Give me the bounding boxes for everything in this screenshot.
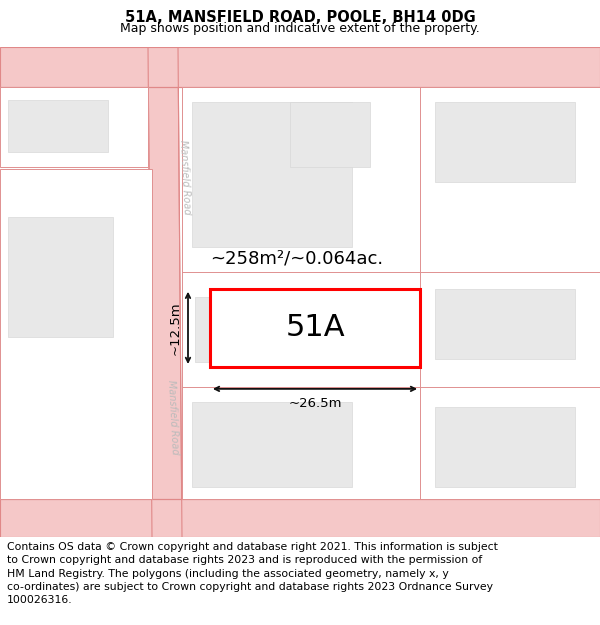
Bar bbox=[435, 407, 575, 487]
Bar bbox=[182, 87, 600, 499]
Text: ~12.5m: ~12.5m bbox=[169, 301, 182, 354]
Bar bbox=[8, 217, 113, 337]
Bar bbox=[435, 289, 575, 359]
Text: 51A: 51A bbox=[285, 313, 345, 342]
Text: 51A, MANSFIELD ROAD, POOLE, BH14 0DG: 51A, MANSFIELD ROAD, POOLE, BH14 0DG bbox=[125, 10, 475, 25]
Bar bbox=[435, 102, 575, 182]
Polygon shape bbox=[0, 47, 600, 87]
Polygon shape bbox=[0, 499, 600, 537]
Text: Mansfield Road: Mansfield Road bbox=[178, 139, 192, 214]
Bar bbox=[0, 87, 148, 167]
Bar bbox=[8, 100, 108, 152]
Text: ~258m²/~0.064ac.: ~258m²/~0.064ac. bbox=[210, 250, 383, 268]
Text: Map shows position and indicative extent of the property.: Map shows position and indicative extent… bbox=[120, 22, 480, 35]
Bar bbox=[290, 102, 370, 167]
Bar bbox=[210, 289, 420, 367]
Text: Contains OS data © Crown copyright and database right 2021. This information is : Contains OS data © Crown copyright and d… bbox=[7, 542, 498, 605]
Bar bbox=[192, 402, 352, 487]
Polygon shape bbox=[148, 47, 182, 537]
Bar bbox=[195, 297, 310, 362]
Bar bbox=[0, 169, 152, 499]
Text: ~26.5m: ~26.5m bbox=[288, 397, 342, 410]
Bar bbox=[192, 102, 352, 247]
Text: Mansfield Road: Mansfield Road bbox=[166, 379, 180, 454]
